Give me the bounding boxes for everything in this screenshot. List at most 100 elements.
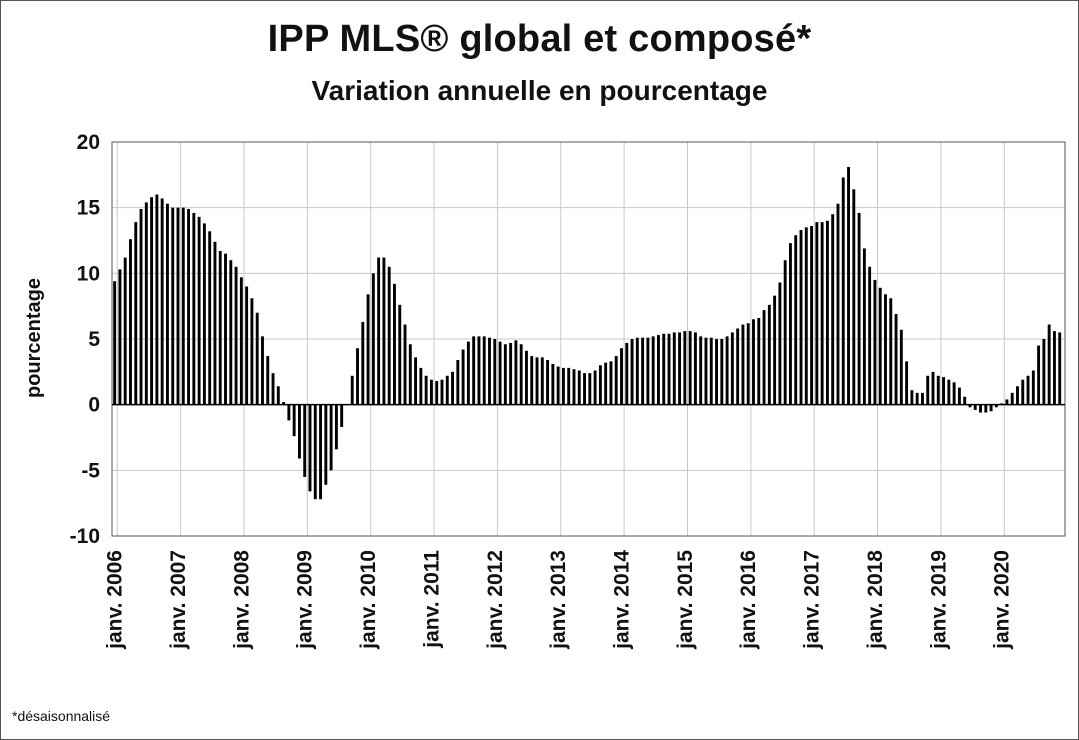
bar [208,231,212,405]
bar [1037,345,1041,405]
bar [118,269,122,405]
bar [778,282,782,405]
bar [403,324,407,405]
bar [451,371,454,405]
bar [572,369,576,405]
bar [435,381,439,405]
bar [651,336,655,405]
bar [567,367,571,405]
bar [635,337,639,405]
bar [741,324,745,405]
bar [340,404,344,427]
y-tick-label: 15 [77,197,101,220]
bar [239,277,243,405]
x-tick-label: janv. 2020 [991,550,1014,650]
bar [767,304,771,405]
bar [968,404,972,408]
bar [398,304,402,405]
bar [393,283,396,405]
bar [641,337,645,405]
bar [456,360,460,405]
bar-series [113,166,1062,500]
bar [276,386,280,405]
bar [609,361,613,405]
bar [282,402,286,405]
bar [414,357,418,405]
bar [271,373,275,405]
bar [371,273,375,405]
bar [693,332,697,405]
bar [176,207,180,405]
bar [356,348,359,405]
bar [720,339,724,405]
bar [160,198,164,405]
bar [1005,399,1009,405]
bar [630,339,634,405]
bar [794,235,798,405]
bar [963,396,967,405]
bar [979,404,982,413]
bar [261,336,264,405]
bar [366,294,370,405]
bar [847,166,850,405]
bar [1026,375,1030,405]
x-tick-label: janv. 2012 [484,550,507,650]
gridlines [112,141,1065,537]
bar [1010,392,1014,405]
bar [799,229,803,405]
x-tick-label: janv. 2006 [104,550,127,650]
bar [519,344,523,405]
x-tick-label: janv. 2016 [737,550,760,650]
bar [181,207,185,405]
bar [957,387,961,405]
bar [984,404,988,413]
bar [873,279,877,405]
bar [878,287,882,405]
chart-title: IPP MLS® global et composé* [267,18,812,60]
bar [588,373,592,405]
bar [123,257,127,405]
bar [704,337,708,405]
x-tick-label: janv. 2011 [420,550,443,649]
bar [598,365,602,405]
bar [725,336,729,405]
bar [287,404,291,421]
bar [530,356,534,405]
bar [804,227,808,405]
bar [551,363,555,405]
x-tick-label: janv. 2015 [674,550,697,650]
bar [678,332,682,405]
bar [815,222,819,405]
bar [736,328,740,405]
bar [672,332,676,405]
x-tick-label: janv. 2010 [357,550,380,650]
bar [165,203,169,405]
bar [857,212,861,405]
bar [910,390,914,405]
x-tick-label: janv. 2007 [167,550,190,650]
bar [884,294,887,405]
bar [920,392,924,405]
bar [947,379,951,405]
bar [746,323,750,405]
bar [329,404,333,471]
bar [905,361,909,405]
bar [192,212,196,405]
bar [308,404,312,492]
bar [546,360,550,405]
bar [361,321,365,405]
bar [466,341,470,405]
bar [229,260,233,405]
bar [926,375,930,405]
bar [773,295,777,405]
y-tick-label: 5 [88,328,100,351]
bar [535,357,539,405]
bar [762,310,766,405]
y-tick-label: 20 [77,131,100,154]
plot-border [111,141,1066,537]
bar [688,331,692,405]
bar [730,332,734,405]
bar [788,243,792,405]
bar [1058,332,1062,405]
